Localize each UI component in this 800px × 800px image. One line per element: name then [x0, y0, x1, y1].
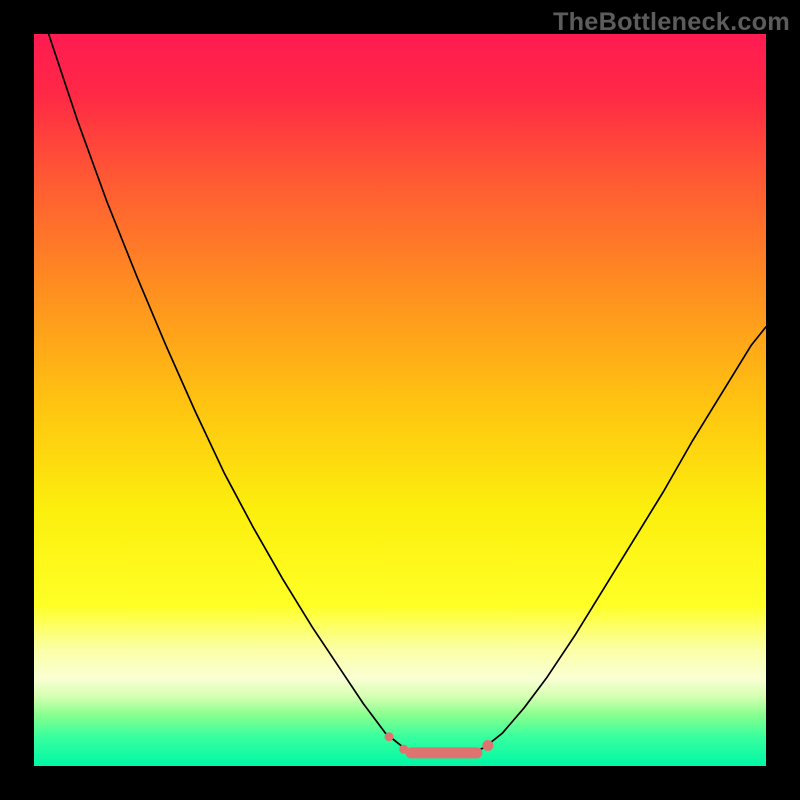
gradient-background: [34, 34, 766, 766]
chart-plot-area: [34, 34, 766, 766]
watermark-text: TheBottleneck.com: [553, 8, 790, 37]
bottleneck-chart: TheBottleneck.com: [0, 0, 800, 800]
